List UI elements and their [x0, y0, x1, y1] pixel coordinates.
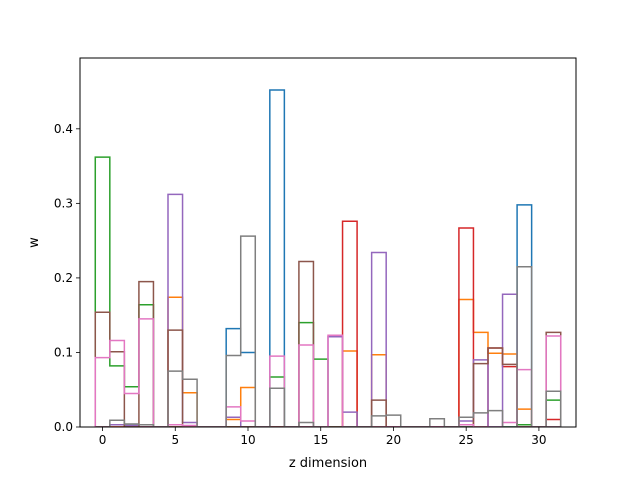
y-tick-label: 0.4: [54, 122, 73, 136]
x-tick-label: 5: [171, 433, 179, 447]
y-axis: 0.0 0.1 0.2 0.3 0.4: [54, 122, 80, 434]
series-layer: [94, 89, 562, 427]
y-tick-label: 0.0: [54, 420, 73, 434]
series-step-line-7: [94, 318, 562, 427]
x-tick-label: 30: [531, 433, 546, 447]
x-axis: 0 5 10 15 20 25 30: [99, 427, 547, 447]
y-axis-label: w: [27, 237, 42, 248]
x-tick-label: 10: [240, 433, 255, 447]
x-tick-label: 20: [386, 433, 401, 447]
x-tick-label: 15: [313, 433, 328, 447]
x-tick-label: 0: [99, 433, 107, 447]
series-step-line-6: [94, 260, 562, 427]
y-tick-label: 0.3: [54, 196, 73, 210]
y-tick-label: 0.1: [54, 345, 73, 359]
y-tick-label: 0.2: [54, 271, 73, 285]
x-tick-label: 25: [459, 433, 474, 447]
series-step-line-4: [95, 220, 562, 427]
series-step-line-8: [95, 235, 562, 427]
x-axis-label: z dimension: [289, 456, 367, 471]
axes-frame: [79, 57, 577, 428]
